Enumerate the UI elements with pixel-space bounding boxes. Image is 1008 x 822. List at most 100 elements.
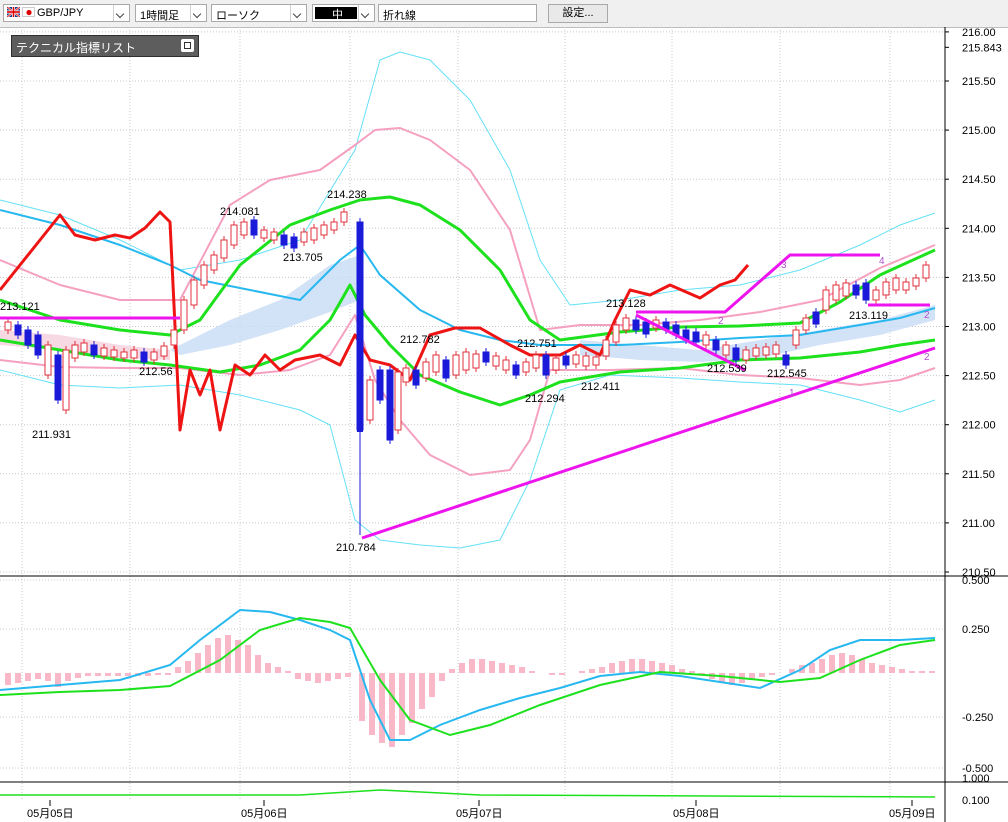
y-tick-label: 216.00 — [962, 27, 996, 39]
candle — [742, 346, 750, 364]
candle — [140, 348, 148, 366]
macd-bar — [559, 673, 565, 675]
macd-bar — [439, 673, 445, 681]
price-label: 210.784 — [336, 542, 376, 554]
x-tick-label: 05月06日 — [241, 808, 287, 820]
candle-body — [582, 355, 590, 367]
macd-bar — [589, 669, 595, 673]
macd-bar — [499, 663, 505, 673]
candle — [522, 358, 530, 376]
macd-bar — [789, 669, 795, 673]
macd-bar — [489, 661, 495, 673]
candle-body — [44, 344, 52, 376]
candle — [922, 261, 930, 282]
indicator-lines — [0, 51, 936, 549]
candle-body — [782, 354, 790, 366]
y-tick-label: 215.50 — [962, 76, 996, 88]
macd-bar — [165, 673, 171, 675]
macd-bar — [579, 671, 585, 673]
chevron-down-icon[interactable] — [113, 5, 129, 21]
candle — [200, 261, 208, 289]
symbol-select[interactable]: GBP/JPY — [3, 4, 130, 22]
candle — [4, 318, 12, 334]
candle-body — [742, 349, 750, 361]
candle — [612, 321, 620, 346]
bollinger-upper-inner — [0, 127, 936, 331]
macd-bar — [469, 659, 475, 673]
candle — [190, 276, 198, 309]
macd-bar — [389, 673, 395, 747]
candle — [300, 228, 308, 246]
candle — [862, 279, 870, 304]
minimize-icon[interactable] — [181, 39, 194, 52]
candle — [822, 286, 830, 314]
macd-bar — [549, 673, 555, 675]
macd-bar — [929, 671, 935, 673]
candle-body — [632, 319, 640, 331]
macd-bar — [859, 659, 865, 673]
macd-bar — [275, 667, 281, 673]
candle-body — [290, 236, 298, 249]
macd-bar — [749, 673, 755, 679]
candle — [280, 231, 288, 249]
candle-body — [240, 221, 248, 236]
macd-bar — [679, 669, 685, 673]
candle — [210, 251, 218, 274]
candle-body — [642, 321, 650, 335]
macd-bar — [55, 673, 61, 687]
macd-bar — [155, 673, 161, 675]
price-label: 213.119 — [849, 310, 888, 322]
indicator-list-panel[interactable]: テクニカル指標リスト — [11, 35, 199, 57]
moving-average-green-lower — [0, 283, 936, 407]
macd-tick-label: 0.500 — [962, 575, 990, 587]
macd-bar — [459, 663, 465, 673]
candle — [832, 281, 840, 304]
line-kind-field[interactable]: 折れ線 — [378, 4, 537, 22]
timeframe-label: 1時間足 — [140, 10, 180, 22]
candle-body — [210, 254, 218, 271]
candle-body — [922, 264, 930, 279]
candle-body — [200, 264, 208, 286]
timeframe-select[interactable]: 1時間足 — [135, 4, 207, 22]
candle — [852, 281, 860, 299]
symbol-label: GBP/JPY — [37, 7, 84, 19]
y-tick-label: 212.50 — [962, 371, 996, 383]
candle-body — [852, 284, 860, 296]
candle-body — [230, 224, 238, 246]
trendlines — [0, 253, 936, 540]
candle-body — [180, 299, 188, 331]
macd-bar — [285, 671, 291, 673]
candle-body — [562, 355, 570, 366]
candle — [792, 326, 800, 349]
candle-body — [220, 239, 228, 259]
candle — [702, 331, 710, 349]
macd-bar — [235, 640, 241, 673]
macd-bar — [669, 665, 675, 673]
candle — [632, 316, 640, 334]
price-label: 212.539 — [707, 363, 747, 375]
macd-bar — [479, 659, 485, 673]
macd-bar — [315, 673, 321, 683]
candle — [502, 356, 510, 374]
candle — [110, 346, 118, 361]
candle — [432, 351, 440, 376]
chevron-down-icon[interactable] — [290, 5, 306, 21]
chevron-down-icon[interactable] — [190, 5, 206, 21]
color-select[interactable]: 中 — [312, 4, 375, 22]
macd-bar — [809, 663, 815, 673]
candle-body — [62, 349, 70, 411]
chevron-down-icon[interactable] — [358, 5, 374, 21]
macd-bar — [125, 673, 131, 676]
chart-kind-select[interactable]: ローソク — [211, 4, 307, 22]
candle-body — [842, 282, 850, 297]
candle — [542, 351, 550, 379]
candle — [14, 321, 22, 339]
x-tick-label: 05月05日 — [27, 808, 73, 820]
candle — [170, 326, 178, 349]
price-label: 212.782 — [400, 334, 440, 346]
macd-bar — [519, 667, 525, 673]
y-tick-label: 214.50 — [962, 174, 996, 186]
candle — [250, 216, 258, 239]
settings-button[interactable]: 設定... — [548, 4, 608, 23]
